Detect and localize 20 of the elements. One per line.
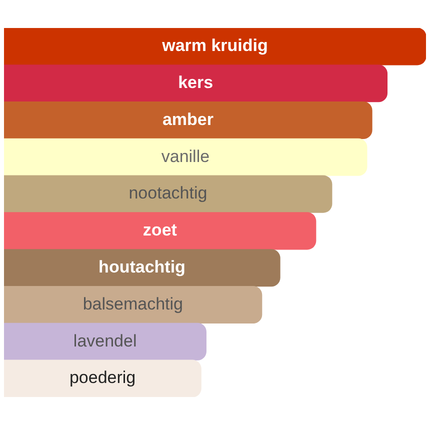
y-tick-label: kers bbox=[178, 73, 214, 92]
y-tick-label: balsemachtig bbox=[82, 294, 184, 314]
bar bbox=[4, 175, 332, 213]
y-tick-label: warm kruidig bbox=[161, 36, 268, 56]
bar bbox=[4, 212, 316, 250]
y-tick-label: amber bbox=[162, 110, 214, 129]
y-tick-label: nootachtig bbox=[128, 184, 208, 203]
bar bbox=[4, 249, 280, 287]
y-tick-label: poederig bbox=[69, 368, 136, 388]
bar bbox=[4, 64, 388, 102]
bar bbox=[4, 28, 426, 66]
y-tick-label: vanille bbox=[161, 146, 210, 166]
y-tick-label: zoet bbox=[142, 220, 178, 240]
bar bbox=[4, 101, 372, 140]
bar bbox=[4, 286, 262, 324]
bar bbox=[4, 322, 206, 360]
y-tick-label: houtachtig bbox=[98, 258, 186, 277]
y-tick-label: lavendel bbox=[73, 331, 137, 350]
bar bbox=[4, 360, 202, 397]
bar bbox=[4, 138, 368, 176]
